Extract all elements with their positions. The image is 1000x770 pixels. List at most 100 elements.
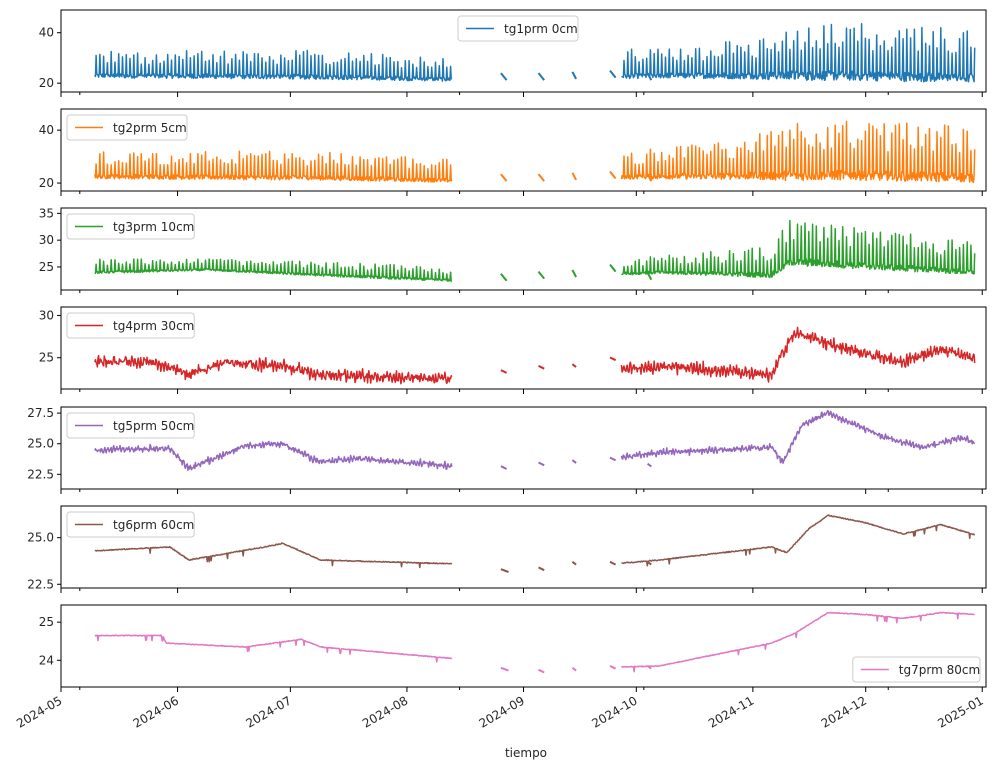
y-tick-label: 40: [39, 123, 54, 137]
y-tick-label: 20: [39, 176, 54, 190]
legend-label: tg7prm 80cm: [899, 663, 980, 677]
series-fragment: [646, 173, 653, 182]
subplot-3: 25 30 35 tg3prm 10cm: [39, 206, 987, 295]
series-line-3: [94, 219, 976, 283]
series-fragment: [571, 459, 577, 464]
y-tick-label: 25: [39, 615, 54, 629]
subplot-7: 24 25 tg7prm 80cm: [39, 604, 987, 692]
legend-label: tg2prm 5cm: [113, 121, 187, 135]
series-fragment: [500, 666, 509, 672]
series-fragment: [646, 272, 653, 281]
subplot-2: 20 40 tg2prm 5cm: [39, 108, 987, 196]
y-tick-label: 22.5: [27, 577, 54, 591]
series-line-4: [94, 326, 976, 385]
y-tick-label: 27.5: [27, 406, 54, 420]
y-tick-label: 25: [39, 260, 54, 274]
legend-box: [66, 511, 195, 538]
y-tick-label: 24: [39, 653, 54, 667]
y-tick-label: 22.5: [27, 467, 54, 481]
y-tick-label: 30: [39, 233, 54, 247]
x-tick-label: 2024-08: [360, 693, 410, 730]
series-line-5: [94, 409, 976, 471]
legend: tg1prm 0cm: [457, 15, 579, 42]
x-tick-label: 2024-07: [243, 693, 293, 730]
x-tick-label: 2024-05: [14, 693, 64, 730]
series-fragment: [609, 356, 617, 362]
y-tick-label: 40: [39, 26, 54, 40]
series-fragment: [609, 263, 617, 273]
series-fragment: [571, 667, 577, 672]
legend: tg7prm 80cm: [852, 656, 981, 683]
series-fragment: [500, 568, 509, 573]
series-fragment: [500, 173, 508, 182]
series-fragment: [646, 462, 652, 468]
legend-box: [457, 15, 579, 42]
x-tick-label: 2024-11: [706, 693, 756, 730]
legend: tg5prm 50cm: [66, 412, 195, 439]
legend-label: tg4prm 30cm: [113, 319, 194, 333]
legend-box: [66, 312, 195, 339]
series-fragment: [646, 665, 652, 670]
legend-box: [66, 114, 188, 141]
series-line-7: [94, 611, 975, 673]
subplot-6: 22.5 25.0 tg6prm 60cm: [27, 505, 987, 593]
series-line-1: [94, 22, 976, 83]
legend-box: [852, 656, 981, 683]
series-fragment: [609, 665, 617, 670]
series-fragment: [537, 270, 545, 280]
y-tick-label: 20: [39, 76, 54, 90]
series-line-6: [94, 514, 976, 569]
subplot-4: 25 30 tg4prm 30cm: [39, 306, 987, 394]
x-tick-label: 2024-10: [589, 693, 639, 730]
x-tick-label: 2024-06: [131, 693, 181, 730]
y-tick-label: 25.0: [27, 531, 54, 545]
series-fragment: [571, 363, 577, 368]
axes-frame: [60, 406, 987, 490]
legend-label: tg3prm 10cm: [113, 220, 194, 234]
series-fragment: [609, 69, 617, 79]
series-fragment: [538, 461, 545, 467]
legend: tg4prm 30cm: [66, 312, 195, 339]
x-axis-label: tiempo: [505, 746, 547, 760]
series-fragment: [500, 72, 508, 81]
subplots: 20 40 tg1prm 0cm 20 40 tg2prm 5cm 25 30 35 tg3prm…: [27, 9, 987, 692]
series-fragment: [609, 456, 617, 462]
x-tick-label: 2024-12: [819, 693, 869, 730]
legend-box: [66, 213, 195, 240]
series-fragment: [537, 173, 545, 182]
x-tick-label: 2025-01: [935, 693, 985, 730]
legend-label: tg1prm 0cm: [504, 22, 578, 36]
series-fragment: [537, 72, 545, 81]
legend: tg2prm 5cm: [66, 114, 188, 141]
series-fragment: [571, 269, 577, 278]
legend-box: [66, 412, 195, 439]
legend-label: tg5prm 50cm: [113, 419, 194, 433]
x-tick-label: 2024-09: [477, 693, 527, 730]
legend-label: tg6prm 60cm: [113, 518, 194, 532]
series-fragment: [609, 170, 617, 180]
subplot-1: 20 40 tg1prm 0cm: [39, 9, 987, 97]
series-fragment: [571, 71, 577, 80]
series-fragment: [646, 561, 652, 566]
series-fragment: [609, 560, 617, 566]
series-fragment: [500, 273, 508, 282]
series-fragment: [571, 172, 577, 181]
series-fragment: [500, 465, 508, 470]
y-tick-label: 30: [39, 308, 54, 322]
legend: tg3prm 10cm: [66, 213, 195, 240]
series-fragment: [571, 561, 577, 566]
axes-frame: [60, 604, 987, 688]
subplot-5: 22.5 25.0 27.5 tg5prm 50cm: [27, 406, 987, 494]
y-tick-label: 35: [39, 206, 54, 220]
x-tick-labels: 2024-05 2024-06 2024-07 2024-08 2024-09 2024-…: [14, 693, 986, 730]
series-fragment: [538, 365, 545, 370]
series-fragment: [646, 367, 652, 372]
series-line-2: [94, 120, 976, 184]
series-fragment: [500, 369, 508, 374]
series-fragment: [538, 566, 545, 572]
series-fragment: [538, 668, 545, 674]
series-fragment: [646, 72, 653, 81]
y-tick-label: 25: [39, 351, 54, 365]
y-tick-label: 25.0: [27, 437, 54, 451]
legend: tg6prm 60cm: [66, 511, 195, 538]
